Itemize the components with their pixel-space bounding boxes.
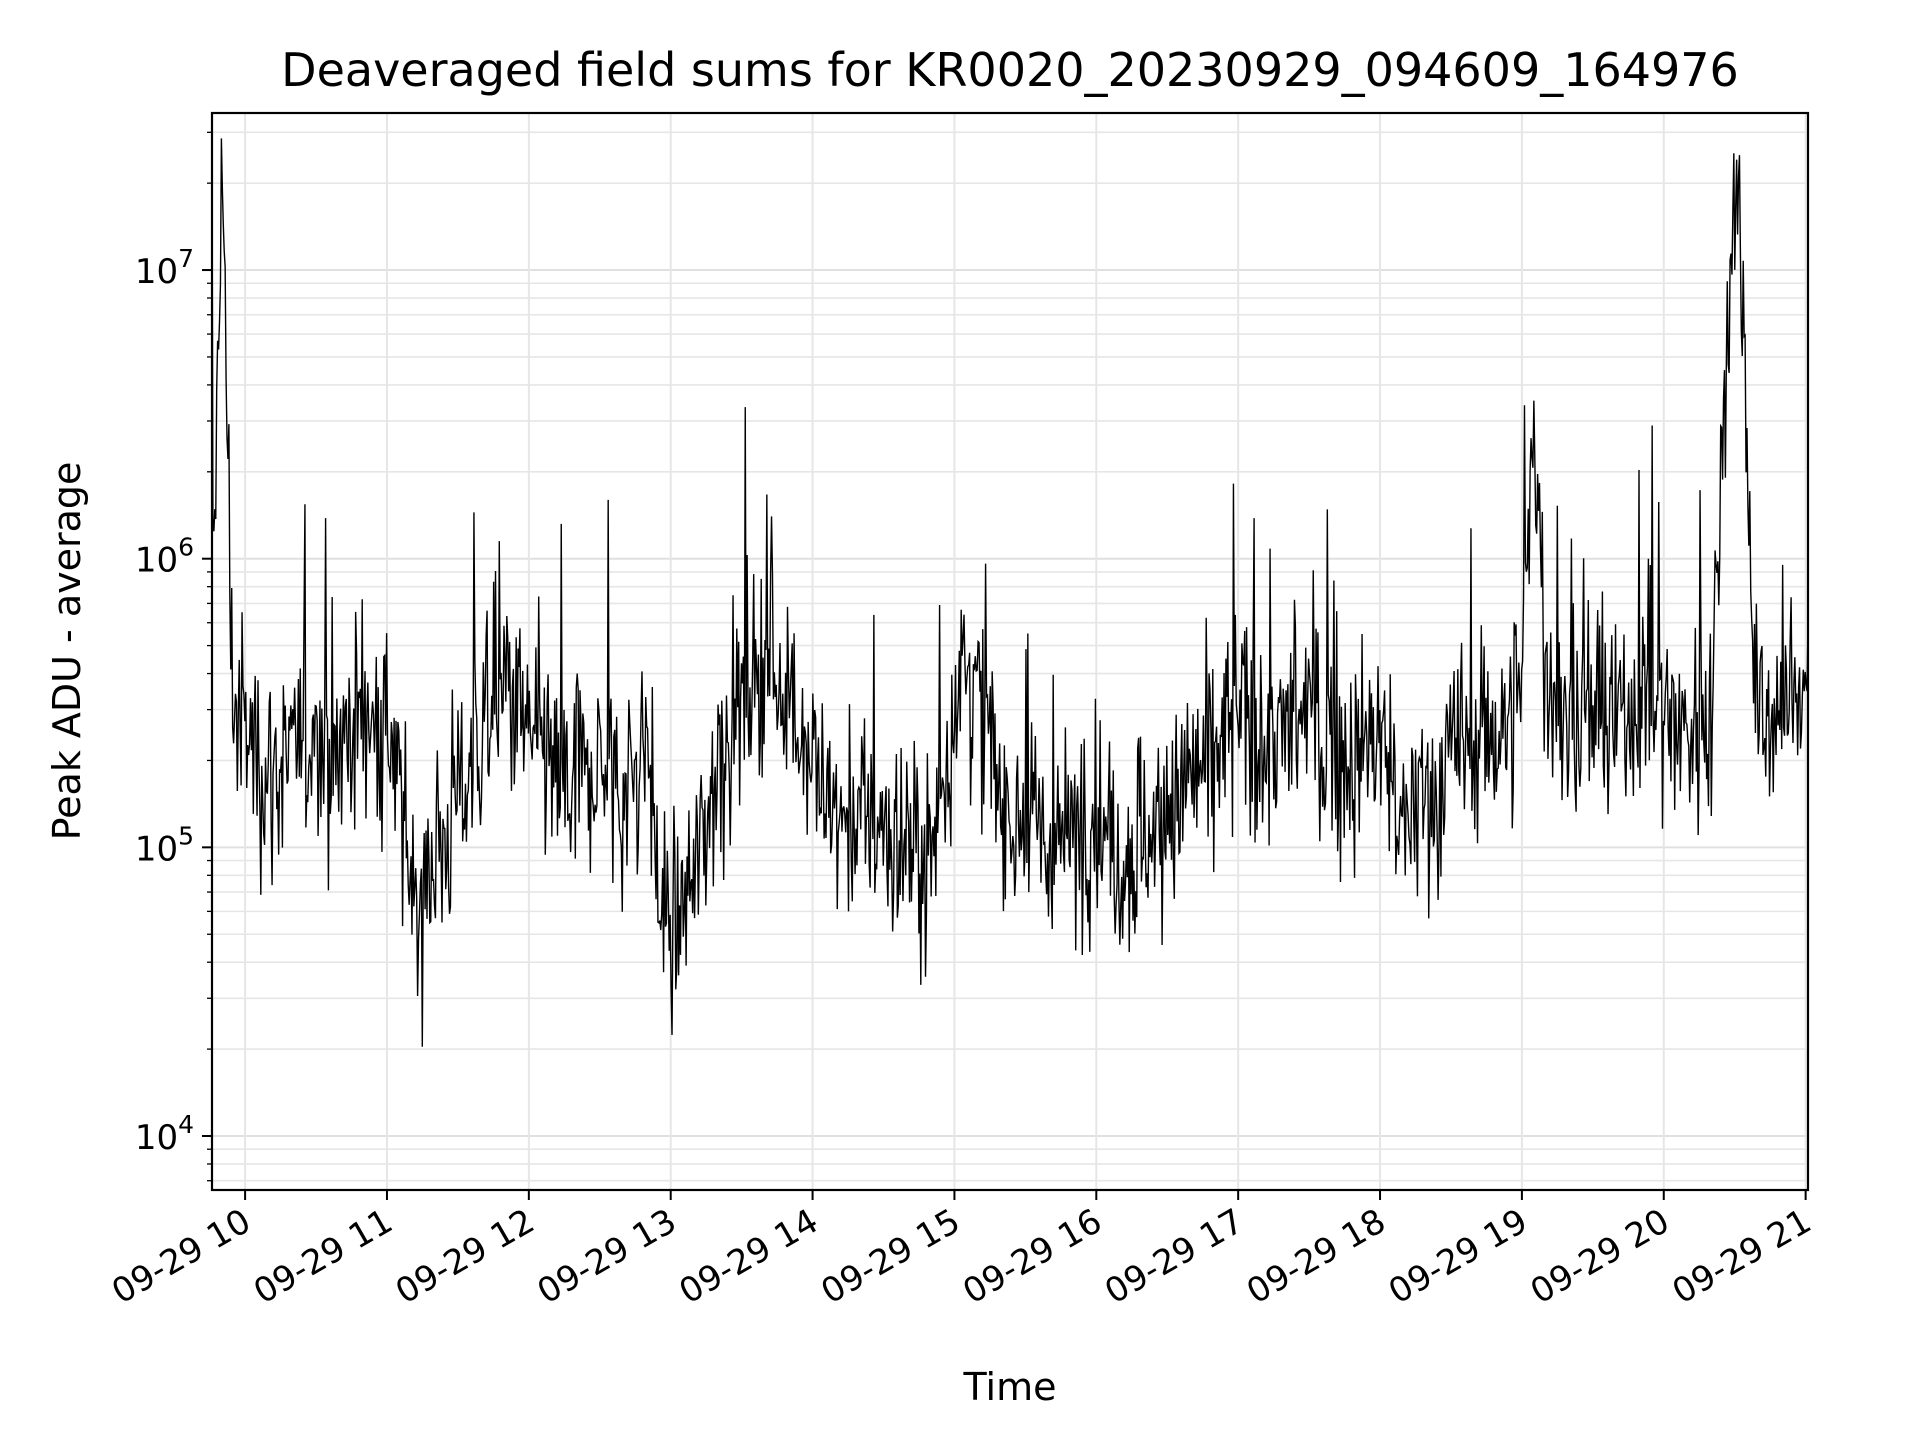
plot-frame xyxy=(210,111,1810,1192)
y-tick-label: 105 xyxy=(135,821,194,869)
y-tick-label: 104 xyxy=(135,1110,194,1158)
series-line xyxy=(211,138,1809,1047)
chart-title: Deaveraged field sums for KR0020_2023092… xyxy=(281,43,1739,97)
y-axis-label: Peak ADU - average xyxy=(45,462,89,841)
y-tick-label: 107 xyxy=(135,244,194,292)
y-axis: 104 105 106 107 xyxy=(135,131,212,1182)
grid xyxy=(212,113,1808,1190)
y-tick-label: 106 xyxy=(135,533,194,581)
x-axis-label: Time xyxy=(963,1365,1057,1409)
series-layer xyxy=(211,138,1809,1047)
